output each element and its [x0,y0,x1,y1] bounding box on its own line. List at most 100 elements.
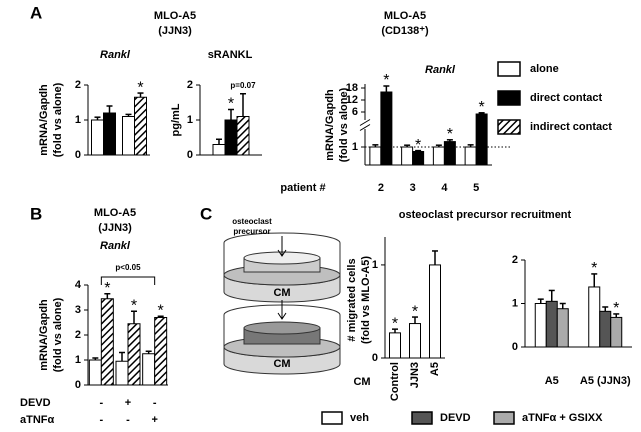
bar [409,323,421,359]
legend-swatch [497,61,521,77]
diagram-label: CM [273,287,290,299]
header: (JJN3) [158,25,192,37]
condition-value: + [151,414,157,426]
bar [429,264,441,359]
diagram-label: precursor [233,227,270,236]
bar [545,300,558,348]
x-tick-label: 2 [378,182,384,194]
y-tick-label: 0 [75,379,81,391]
legend-swatch [411,411,433,425]
y-tick-label: 4 [75,279,82,291]
significance: * [383,72,389,89]
chart-title: Rankl [100,49,131,61]
x-tick-label: JJN3 [409,362,421,388]
x-tick-label: Control [389,362,401,401]
legend-label: indirect contact [530,121,612,133]
header: (JJN3) [98,222,132,234]
panel-label: B [30,204,42,223]
bar [389,332,401,359]
x-tick-label: 3 [410,182,416,194]
header: MLO-A5 [94,207,136,219]
diagram-label: CM [273,358,290,370]
y-tick-label: 2 [187,79,193,91]
legend-label: direct contact [530,92,602,104]
y-tick-label: 0 [187,149,193,161]
y-axis-label: (fold vs alone) [338,87,350,162]
x-tick-label: A5 [429,362,441,376]
x-axis-label: patient # [280,182,325,194]
significance: * [392,315,398,332]
bar [127,323,141,386]
y-axis-label: mRNA/Gapdh [324,89,336,161]
significance: * [412,303,418,320]
bar [134,96,147,156]
legend-label: alone [530,63,559,75]
significance: * [104,280,110,297]
significance: * [613,300,619,317]
bar [122,116,135,156]
x-axis-label: CM [353,376,370,388]
x-tick-label: 5 [473,182,479,194]
bar [588,286,601,348]
bar [443,141,456,166]
header: MLO-A5 [384,10,426,22]
y-tick-label: 2 [512,254,518,266]
condition-value: + [125,397,131,409]
y-axis-label: (fold vs alone) [52,82,64,157]
y-tick-label: 0 [512,341,518,353]
y-axis-label: mRNA/Gapdh [38,299,50,371]
bar [115,360,129,386]
bar [464,146,477,166]
condition-value: - [99,414,103,426]
diagram [223,232,341,375]
bar [599,310,612,348]
y-axis-label: (fold vs MLO-A5) [360,256,372,344]
y-tick-label: 0 [75,149,81,161]
y-tick-label: 1 [372,259,378,271]
chart-title: Rankl [100,240,131,252]
significance: * [131,297,137,314]
bar [236,116,250,156]
significance: * [228,96,234,113]
x-tick-label: A5 [545,375,559,387]
bar [91,119,104,156]
y-axis-label: mRNA/Gapdh [38,84,50,156]
axis-break [361,120,369,129]
bar [154,317,168,386]
condition-value: - [153,397,157,409]
bar [610,316,623,348]
y-tick-label: 18 [346,82,358,94]
bar [556,308,569,348]
condition-name: aTNFα [20,414,55,426]
legend-swatch [493,411,515,425]
y-axis-label: pg/mL [170,103,182,136]
significance: p=0.07 [230,81,256,90]
condition-value: - [99,397,103,409]
y-axis-label: (fold vs alone) [52,297,64,372]
condition-name: DEVD [20,397,51,409]
bar [534,303,547,348]
panel-label: C [200,204,212,223]
bar [380,91,393,166]
y-tick-label: 1 [75,354,81,366]
y-tick-label: 6 [352,106,358,118]
legend-label: DEVD [440,412,471,424]
axis-break [359,124,371,131]
y-tick-label: 1 [75,114,81,126]
significance: * [137,79,143,96]
y-tick-label: 1 [512,297,518,309]
y-axis-label: # migrated cells [346,258,358,341]
bar [432,146,445,166]
significance: * [158,302,164,319]
bar [103,112,116,156]
y-tick-label: 12 [346,94,358,106]
chart-title: Rankl [425,64,456,76]
chart-title: sRANKL [208,49,253,61]
y-tick-label: 1 [187,114,193,126]
axis-break [359,119,371,126]
condition-value: - [126,414,130,426]
bar [88,359,102,386]
legend-swatch [497,119,521,135]
panel-label: A [30,3,42,22]
